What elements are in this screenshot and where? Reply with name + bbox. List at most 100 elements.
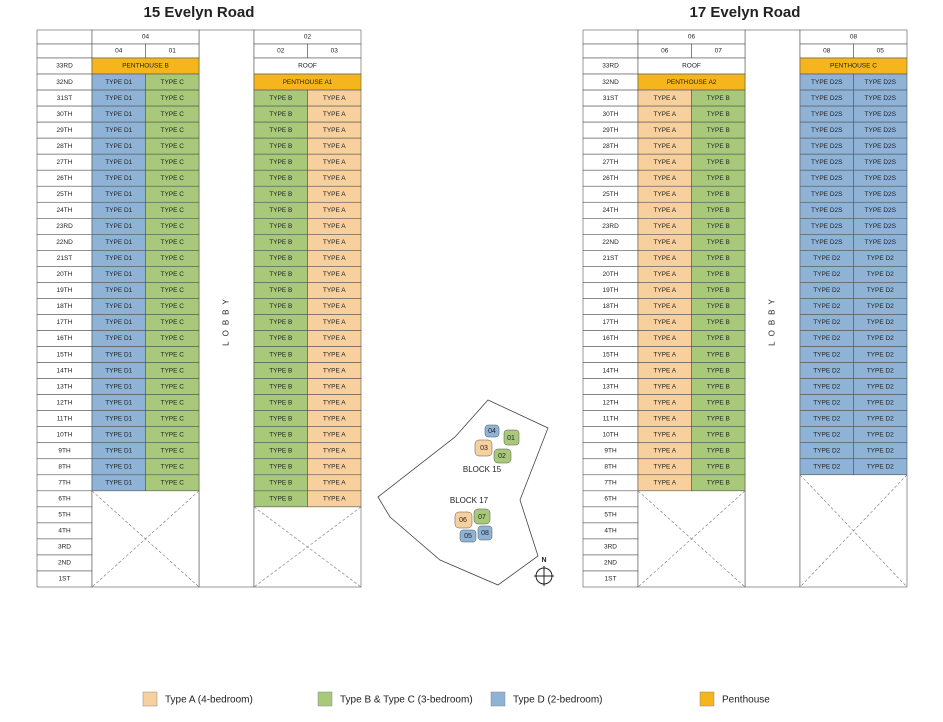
storey-label: 19TH [57, 287, 73, 294]
unit-type: TYPE B [707, 239, 730, 246]
storey-label: 2ND [604, 560, 617, 567]
unit-type: TYPE A [323, 207, 346, 214]
storey-label: 14TH [603, 367, 619, 374]
unit-type: TYPE A [323, 335, 346, 342]
unit-type: TYPE A [653, 207, 676, 214]
unit-number: 02 [304, 34, 312, 41]
storey-label: 8TH [58, 463, 71, 470]
unit-type: TYPE D1 [105, 143, 132, 150]
storey-label: 10TH [603, 431, 619, 438]
unit-type: PENTHOUSE C [830, 63, 877, 70]
unit-type: TYPE D2 [867, 255, 894, 262]
unit-type: TYPE D2 [867, 303, 894, 310]
storey-label: 22ND [602, 239, 619, 246]
unit-type: TYPE B [269, 303, 292, 310]
unit-type: TYPE D2S [811, 191, 843, 198]
unit-type: TYPE C [161, 191, 185, 198]
unit-type: TYPE B [707, 191, 730, 198]
unit-type: TYPE B [707, 399, 730, 406]
cell [36, 29, 93, 45]
unit-type: TYPE B [707, 271, 730, 278]
unit-type: TYPE C [161, 175, 185, 182]
cell [36, 43, 93, 59]
unit-type: TYPE D1 [105, 175, 132, 182]
unit-type: TYPE D1 [105, 223, 132, 230]
unit-type: TYPE B [707, 367, 730, 374]
unit-type: TYPE D2 [867, 383, 894, 390]
unit-type: TYPE D2 [813, 287, 840, 294]
unit-type: TYPE B [707, 303, 730, 310]
unit-type: TYPE D1 [105, 415, 132, 422]
storey-label: 21ST [57, 255, 73, 262]
unit-type: TYPE B [269, 431, 292, 438]
unit-type: TYPE B [269, 480, 292, 487]
cell [582, 43, 639, 59]
unit-label: 08 [481, 530, 489, 537]
subunit-number: 05 [877, 48, 885, 55]
storey-label: 29TH [57, 127, 73, 134]
unit-type: TYPE A [323, 415, 346, 422]
unit-type: TYPE A [653, 383, 676, 390]
unit-shape [454, 511, 473, 529]
unit-type: TYPE B [707, 207, 730, 214]
unit-type: TYPE B [269, 287, 292, 294]
unit-type: TYPE B [269, 335, 292, 342]
unit-type: TYPE A [323, 463, 346, 470]
unit-type: TYPE A [323, 303, 346, 310]
unit-type: TYPE B [707, 463, 730, 470]
unit-type: TYPE A [653, 111, 676, 118]
unit-label: 02 [498, 453, 506, 460]
unit-type: TYPE D2 [867, 447, 894, 454]
unit-type: TYPE C [161, 367, 185, 374]
unit-type: TYPE D2 [813, 463, 840, 470]
unit-type: TYPE D2 [867, 463, 894, 470]
unit-type: TYPE B [269, 496, 292, 503]
unit-label: 05 [464, 533, 472, 540]
unit-type: TYPE C [161, 111, 185, 118]
storey-label: 1ST [605, 576, 617, 583]
storey-label: 3RD [58, 544, 71, 551]
unit-type: TYPE A [323, 175, 346, 182]
building-title: 17 Evelyn Road [690, 4, 801, 21]
void-cross [637, 490, 746, 588]
storey-label: 13TH [57, 383, 73, 390]
unit-type: TYPE A [323, 287, 346, 294]
storey-label: 28TH [57, 143, 73, 150]
unit-type: TYPE A [323, 143, 346, 150]
unit-type: TYPE D1 [105, 351, 132, 358]
unit-type: TYPE D2 [813, 383, 840, 390]
unit-type: TYPE A [653, 351, 676, 358]
unit-type: TYPE D2 [867, 367, 894, 374]
unit-label: 07 [478, 514, 486, 521]
unit-type: TYPE B [707, 143, 730, 150]
subunit-number: 02 [277, 48, 285, 55]
lobby [198, 29, 255, 588]
unit-type: TYPE D2S [811, 223, 843, 230]
unit-type: TYPE D2S [865, 239, 897, 246]
unit-type: TYPE D2S [811, 207, 843, 214]
unit-type: TYPE A [653, 447, 676, 454]
unit-type: TYPE D2 [813, 431, 840, 438]
building-title: 15 Evelyn Road [144, 4, 255, 21]
unit-type: TYPE D1 [105, 79, 132, 86]
unit-type: TYPE D2S [865, 159, 897, 166]
unit-type: TYPE D2S [811, 175, 843, 182]
unit-type: TYPE B [707, 447, 730, 454]
storey-label: 12TH [603, 399, 619, 406]
unit-type: TYPE D1 [105, 159, 132, 166]
unit-type: TYPE C [161, 303, 185, 310]
unit-type: TYPE A [653, 143, 676, 150]
unit-type: TYPE D2 [867, 271, 894, 278]
unit-type: TYPE C [161, 287, 185, 294]
unit-type: TYPE A [653, 415, 676, 422]
storey-label: 13TH [603, 383, 619, 390]
unit-type: TYPE C [161, 319, 185, 326]
storey-label: 25TH [57, 191, 73, 198]
unit-label: 03 [480, 445, 488, 452]
storey-label: 12TH [57, 399, 73, 406]
unit-type: TYPE B [269, 463, 292, 470]
unit-type: TYPE A [653, 127, 676, 134]
unit-type: TYPE A [323, 351, 346, 358]
unit-type: TYPE D1 [105, 480, 132, 487]
unit-type: TYPE A [323, 159, 346, 166]
